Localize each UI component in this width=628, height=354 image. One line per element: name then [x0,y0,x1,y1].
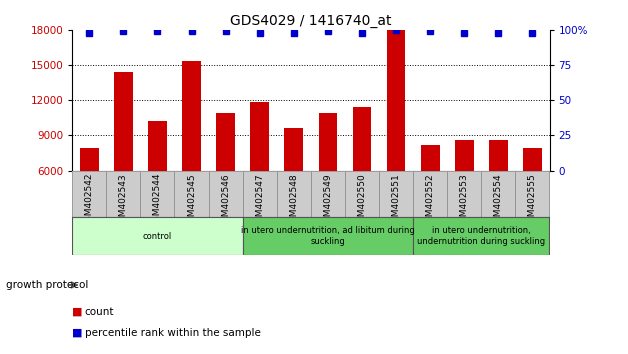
FancyBboxPatch shape [242,217,413,255]
Bar [413,171,447,217]
Bar [523,148,542,171]
Text: GSM402552: GSM402552 [426,173,435,228]
Text: GSM402548: GSM402548 [290,173,298,228]
Text: count: count [85,307,114,316]
Text: GSM402543: GSM402543 [119,173,128,228]
Bar [455,140,474,171]
Bar [489,140,507,171]
Bar [311,171,345,217]
Bar [345,171,379,217]
Bar [148,121,167,171]
FancyBboxPatch shape [413,217,550,255]
Bar [516,171,550,217]
Text: control: control [143,232,172,241]
Text: in utero undernutrition, ad libitum during
suckling: in utero undernutrition, ad libitum duri… [241,227,414,246]
Bar [284,129,303,171]
Text: percentile rank within the sample: percentile rank within the sample [85,328,261,338]
Text: GSM402544: GSM402544 [153,173,162,227]
Bar [80,148,99,171]
Text: GSM402555: GSM402555 [528,173,537,228]
Text: ■: ■ [72,328,83,338]
Bar [216,113,235,171]
Bar [114,72,133,171]
Text: GSM402549: GSM402549 [323,173,332,228]
Bar [182,61,201,171]
Bar [242,171,277,217]
Text: growth protocol: growth protocol [6,280,89,290]
Text: GSM402545: GSM402545 [187,173,196,228]
Text: GSM402542: GSM402542 [85,173,94,227]
Bar [72,171,106,217]
Text: GSM402551: GSM402551 [392,173,401,228]
Text: ■: ■ [72,307,83,316]
Bar [318,113,337,171]
FancyBboxPatch shape [72,217,242,255]
Text: GSM402553: GSM402553 [460,173,468,228]
Bar [481,171,516,217]
Bar [353,107,371,171]
Bar [277,171,311,217]
Bar [387,29,406,171]
Bar [175,171,208,217]
Text: GSM402550: GSM402550 [357,173,367,228]
Bar [379,171,413,217]
Text: GSM402554: GSM402554 [494,173,503,228]
Text: in utero undernutrition,
undernutrition during suckling: in utero undernutrition, undernutrition … [417,227,545,246]
Bar [251,102,269,171]
Text: GSM402546: GSM402546 [221,173,230,228]
Bar [106,171,141,217]
Bar [141,171,175,217]
Text: GSM402547: GSM402547 [255,173,264,228]
Bar [421,145,440,171]
Title: GDS4029 / 1416740_at: GDS4029 / 1416740_at [230,14,392,28]
Bar [208,171,242,217]
Bar [447,171,481,217]
